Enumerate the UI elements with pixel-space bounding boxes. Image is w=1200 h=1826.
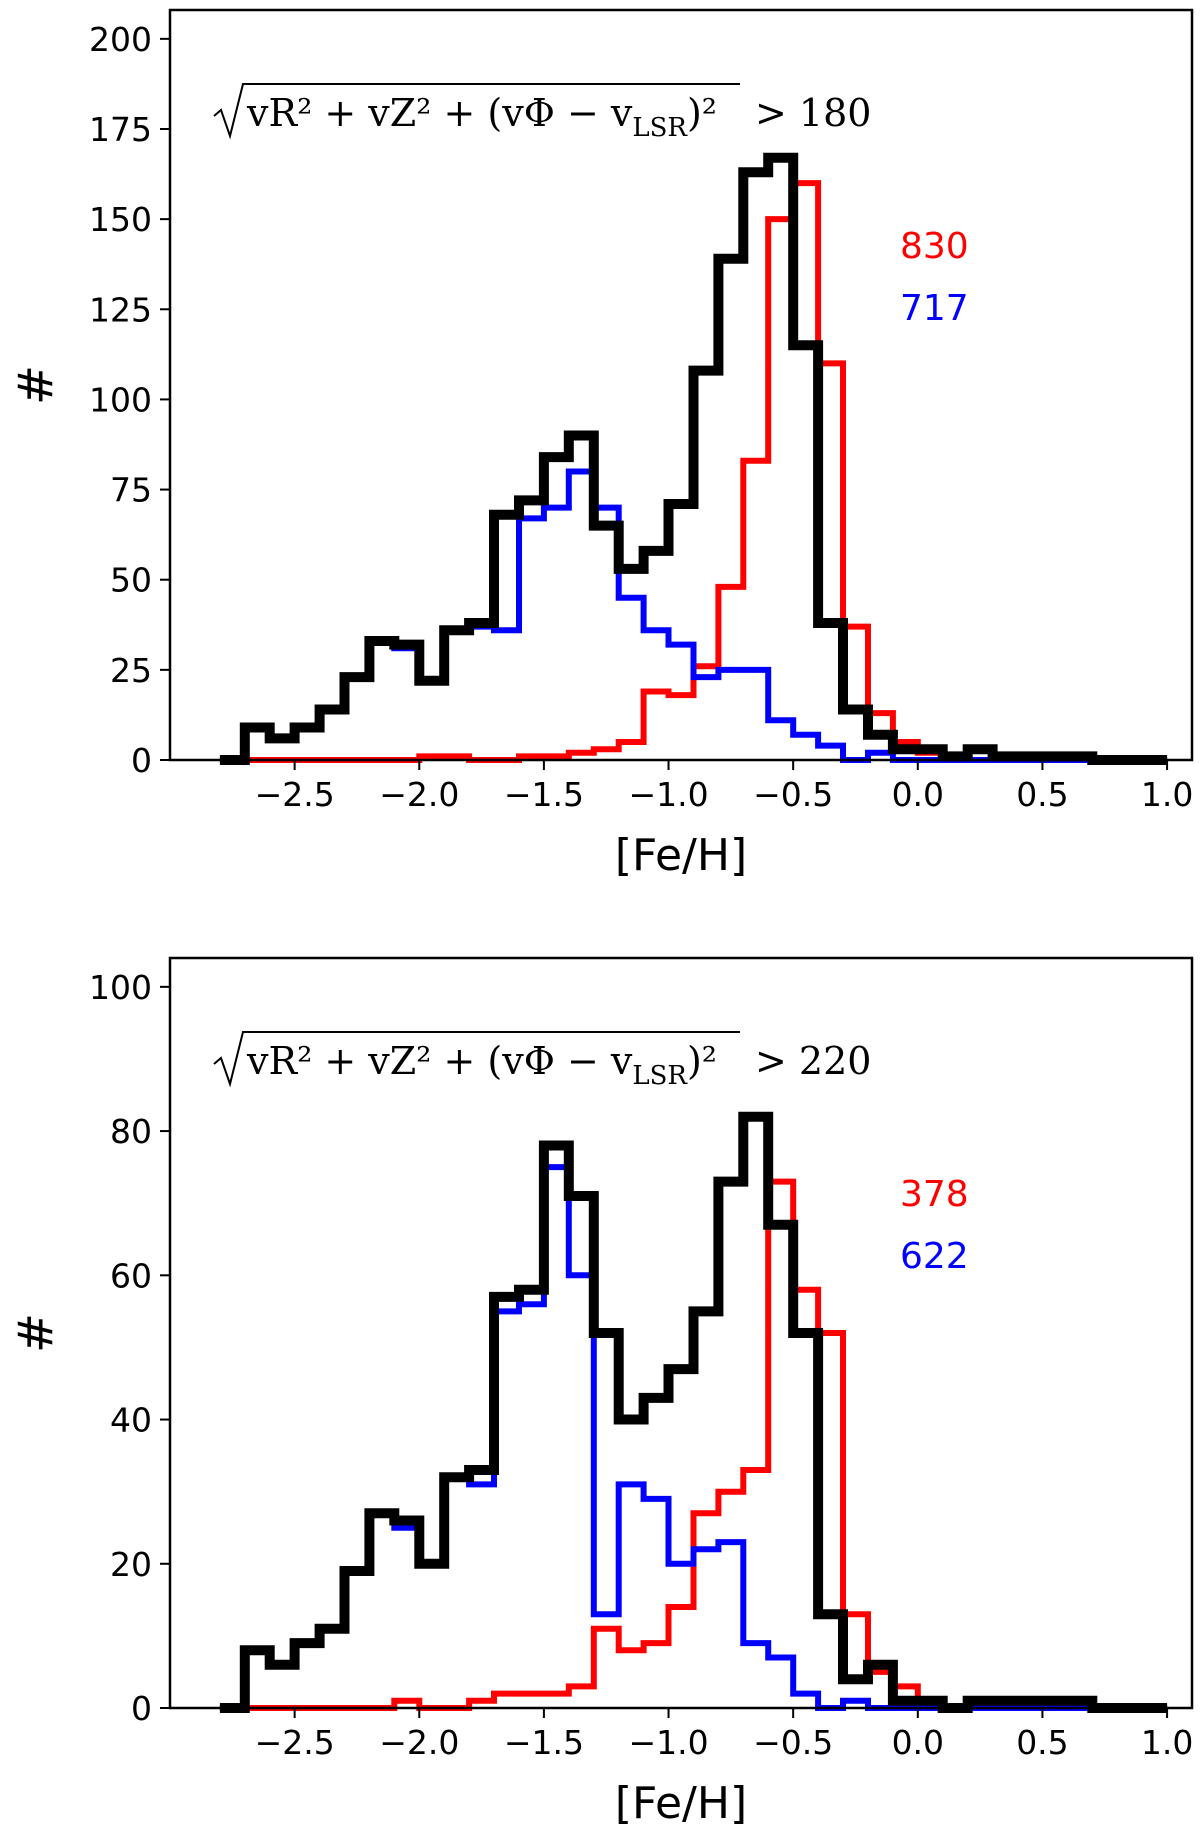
top-histogram-panel: −2.5 −2.0 −1.5 −1.0 −0.5 0.0 0.5 1.0 0 25 50 75 100 1…	[8, 8, 1194, 881]
top-sqrt-sign	[213, 83, 740, 140]
bottom-count-red: 378	[900, 1174, 969, 1215]
top-annotation: vR² + vZ² + (vΦ − vLSR)² > 180	[213, 83, 871, 143]
top-series-black-step	[219, 152, 1168, 765]
top-y-tick-label: 150	[89, 200, 152, 239]
bottom-x-tick-label: −1.5	[504, 1723, 584, 1762]
top-x-tick-label: 1.0	[1141, 775, 1193, 814]
top-x-tick-label: −0.5	[753, 775, 833, 814]
top-x-tick-label: −2.5	[255, 775, 335, 814]
top-y-tick-label: 75	[110, 471, 152, 510]
bottom-series-layer	[219, 1111, 1168, 1713]
bottom-x-tick-label: −0.5	[753, 1723, 833, 1762]
bottom-x-tick-label: 0.5	[1016, 1723, 1068, 1762]
top-y-tick-label: 25	[110, 651, 152, 690]
top-plot-frame	[168, 8, 1194, 762]
top-x-tick-label: −1.5	[504, 775, 584, 814]
bottom-annotation-threshold: > 220	[755, 1039, 871, 1083]
top-y-tick-label: 50	[110, 561, 152, 600]
bottom-series-blue-step	[219, 1164, 1168, 1711]
bottom-plot-frame	[168, 956, 1194, 1710]
top-y-tick-label: 0	[131, 741, 152, 780]
top-ticks-layer: −2.5 −2.0 −1.5 −1.0 −0.5 0.0 0.5 1.0 0 25 50 75 100 1…	[89, 20, 1193, 814]
top-count-red: 830	[900, 226, 969, 267]
svg-text:vR² + vZ² + (vΦ − vLSR)²: vR² + vZ² + (vΦ − vLSR)²	[246, 1039, 717, 1091]
top-x-tick-label: −1.0	[628, 775, 708, 814]
bottom-y-tick-label: 40	[110, 1401, 152, 1440]
top-x-tick-label: 0.0	[892, 775, 944, 814]
top-y-tick-label: 100	[89, 380, 152, 419]
top-count-blue: 717	[900, 288, 969, 329]
top-annotation-threshold: > 180	[755, 91, 871, 135]
bottom-series-black-step	[219, 1111, 1168, 1713]
top-x-tick-label: −2.0	[379, 775, 459, 814]
bottom-annotation-subscript: LSR	[632, 1061, 688, 1091]
bottom-series-red-step	[219, 1178, 1168, 1711]
bottom-y-tick-label: 80	[110, 1112, 152, 1151]
top-x-axis-label: [Fe/H]	[615, 830, 747, 881]
bottom-y-tick-label: 100	[89, 968, 152, 1007]
top-x-tick-label: 0.5	[1016, 775, 1068, 814]
bottom-histogram-panel: −2.5 −2.0 −1.5 −1.0 −0.5 0.0 0.5 1.0 0 20 40 60 80 10…	[8, 956, 1194, 1826]
bottom-y-tick-label: 0	[131, 1689, 152, 1728]
top-series-layer	[219, 152, 1168, 765]
bottom-ticks-layer: −2.5 −2.0 −1.5 −1.0 −0.5 0.0 0.5 1.0 0 20 40 60 80 10…	[89, 968, 1193, 1762]
top-y-tick-label: 125	[89, 290, 152, 329]
top-y-axis-label: #	[8, 365, 64, 405]
bottom-y-tick-label: 20	[110, 1545, 152, 1584]
bottom-x-tick-label: −1.0	[628, 1723, 708, 1762]
bottom-annotation: vR² + vZ² + (vΦ − vLSR)² > 220	[213, 1031, 871, 1091]
svg-text:vR² + vZ² + (vΦ − vLSR)²: vR² + vZ² + (vΦ − vLSR)²	[246, 91, 717, 143]
bottom-y-tick-label: 60	[110, 1256, 152, 1295]
bottom-x-tick-label: 0.0	[892, 1723, 944, 1762]
top-annotation-subscript: LSR	[632, 113, 688, 143]
bottom-x-tick-label: 1.0	[1141, 1723, 1193, 1762]
bottom-annotation-expression: vR² + vZ² + (vΦ − v	[246, 1039, 633, 1083]
top-y-tick-label: 200	[89, 20, 152, 59]
bottom-x-tick-label: −2.5	[255, 1723, 335, 1762]
bottom-count-blue: 622	[900, 1236, 969, 1277]
bottom-y-axis-label: #	[8, 1313, 64, 1353]
bottom-annotation-close: )²	[687, 1039, 717, 1083]
bottom-sqrt-sign	[213, 1031, 740, 1088]
top-y-tick-label: 175	[89, 110, 152, 149]
top-series-blue-step	[219, 468, 1168, 763]
bottom-x-axis-label: [Fe/H]	[615, 1778, 747, 1826]
bottom-x-tick-label: −2.0	[379, 1723, 459, 1762]
top-annotation-close: )²	[687, 91, 717, 135]
top-annotation-expression: vR² + vZ² + (vΦ − v	[246, 91, 633, 135]
